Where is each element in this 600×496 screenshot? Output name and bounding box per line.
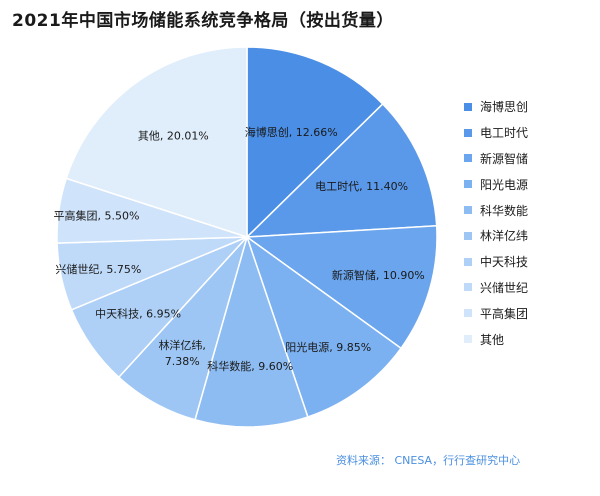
pie-slice-kehua xyxy=(194,234,309,428)
pie-slice-other xyxy=(65,46,248,239)
legend-item-xinyuan: 新源智储 xyxy=(464,146,528,172)
legend-label: 平高集团 xyxy=(480,306,529,321)
pie-label-kehua: 科华数能, 9.60% xyxy=(207,359,293,373)
legend-swatch xyxy=(464,154,472,163)
pie-label-pinggao: 平高集团, 5.50% xyxy=(54,209,140,223)
pie-label-haibo: 海博思创, 12.66% xyxy=(245,125,338,139)
pie-slice-xinyuan xyxy=(244,224,438,350)
legend-swatch xyxy=(464,128,472,137)
legend-item-haibo: 海博思创 xyxy=(464,94,528,120)
legend-label: 中天科技 xyxy=(480,255,529,270)
legend-item-other: 其他 xyxy=(464,326,528,352)
pie-label-other: 其他, 20.01% xyxy=(138,130,209,143)
pie-slice-yangguang xyxy=(245,235,403,418)
legend-swatch xyxy=(464,283,472,292)
legend-swatch xyxy=(464,180,472,189)
legend-label: 林洋亿纬 xyxy=(480,229,529,244)
legend-item-xingchu: 兴储世纪 xyxy=(464,275,528,301)
legend-item-diangong: 电工时代 xyxy=(464,120,528,146)
legend-swatch xyxy=(464,335,472,344)
pie-label-yangguang: 阳光电源, 9.85% xyxy=(285,340,371,354)
legend-swatch xyxy=(464,309,472,318)
pie-label-zhongtian: 中天科技, 6.95% xyxy=(95,306,181,320)
pie-label-xingchu: 兴储世纪, 5.75% xyxy=(55,262,141,276)
legend-item-kehua: 科华数能 xyxy=(464,197,528,223)
legend-swatch xyxy=(464,231,472,240)
legend-swatch xyxy=(464,257,472,266)
legend-swatch xyxy=(464,206,472,215)
legend-label: 科华数能 xyxy=(480,203,529,218)
pie-slice-diangong xyxy=(245,102,438,238)
legend-label: 兴储世纪 xyxy=(480,280,529,295)
legend-item-pinggao: 平高集团 xyxy=(464,300,528,326)
source-note: 资料来源： CNESA，行行查研究中心 xyxy=(336,454,521,467)
pie-label-linyang: 林洋亿纬, 7.38% xyxy=(158,338,206,368)
legend-item-linyang: 林洋亿纬 xyxy=(464,223,528,249)
legend-label: 海博思创 xyxy=(480,100,529,115)
pie-label-xinyuan: 新源智储, 10.90% xyxy=(332,268,425,282)
chart-legend: 海博思创电工时代新源智储阳光电源科华数能林洋亿纬中天科技兴储世纪平高集团其他 xyxy=(464,94,528,352)
legend-label: 电工时代 xyxy=(480,126,529,141)
legend-label: 新源智储 xyxy=(480,151,529,166)
pie-slice-haibo xyxy=(246,46,384,239)
legend-swatch xyxy=(464,102,472,111)
legend-label: 其他 xyxy=(480,332,505,347)
pie-label-diangong: 电工时代, 11.40% xyxy=(315,180,408,193)
legend-item-zhongtian: 中天科技 xyxy=(464,249,528,275)
legend-label: 阳光电源 xyxy=(480,177,529,192)
legend-item-yangguang: 阳光电源 xyxy=(464,171,528,197)
chart-title: 2021年中国市场储能系统竞争格局（按出货量） xyxy=(12,11,394,31)
